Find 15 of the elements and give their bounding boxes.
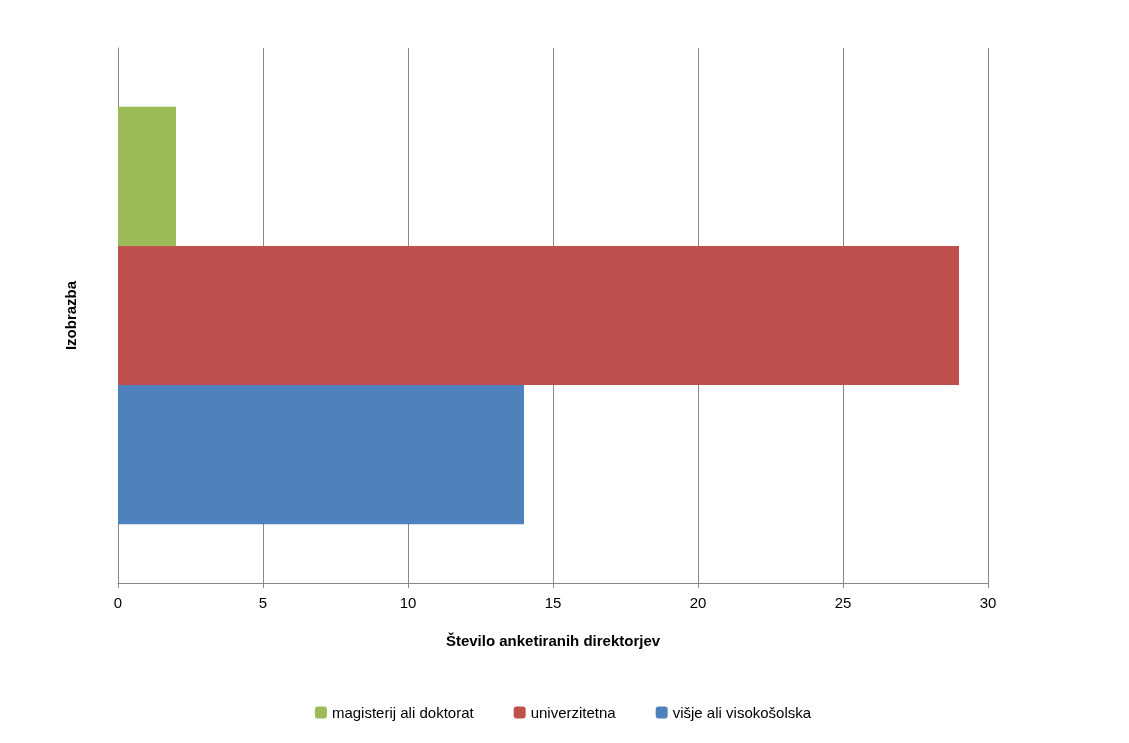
bar xyxy=(118,385,524,525)
legend-label: univerzitetna xyxy=(530,704,617,721)
x-axis-title: Število anketiranih direktorjev xyxy=(445,632,661,649)
x-tick-label: 0 xyxy=(113,594,123,611)
x-tick-label: 30 xyxy=(979,594,997,611)
bar xyxy=(118,106,176,246)
x-tick-label: 5 xyxy=(258,594,268,611)
legend-label: magisterij ali doktorat xyxy=(331,704,475,721)
bar xyxy=(118,245,959,386)
x-tick-label: 15 xyxy=(544,594,562,611)
x-tick-label: 25 xyxy=(834,594,852,611)
x-tick-label: 20 xyxy=(689,594,707,611)
legend-label: višje ali visokošolska xyxy=(672,704,812,721)
y-axis-title: Izobrazba xyxy=(62,280,79,351)
x-tick-label: 10 xyxy=(399,594,417,611)
